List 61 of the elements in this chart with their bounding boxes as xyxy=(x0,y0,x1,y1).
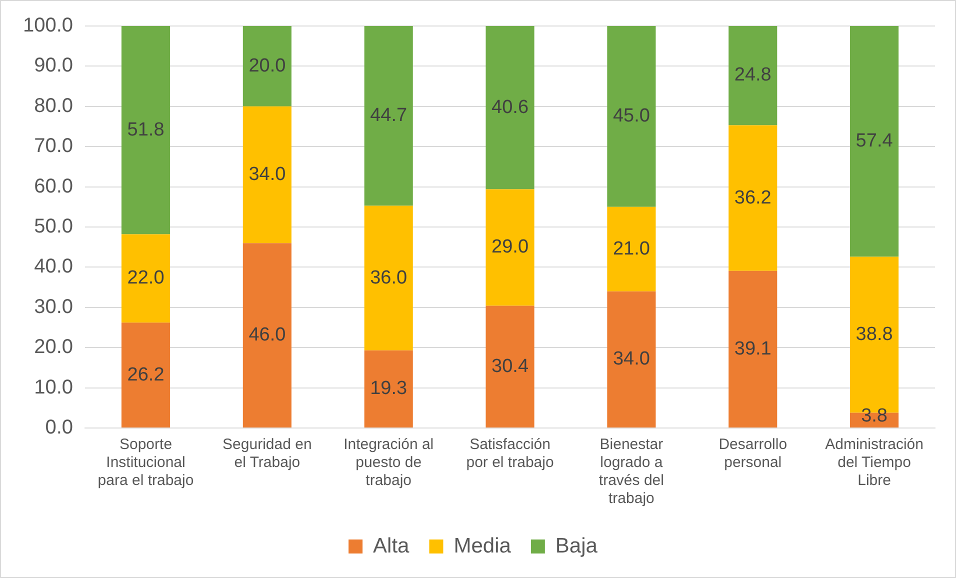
bar xyxy=(850,26,899,257)
x-tick-label: Soporte Institucional para el trabajo xyxy=(98,436,194,490)
data-label: 57.4 xyxy=(856,130,894,152)
bar xyxy=(607,291,656,428)
x-tick-label: Desarrollo personal xyxy=(718,436,788,472)
bar xyxy=(486,26,534,190)
legend-label: Baja xyxy=(555,534,598,558)
bar xyxy=(242,243,292,428)
data-label: 29.0 xyxy=(492,236,529,258)
bar xyxy=(486,306,534,428)
y-tick-label: 10.0 xyxy=(34,376,74,398)
data-label: 38.8 xyxy=(856,324,893,345)
data-label: 24.8 xyxy=(734,64,772,86)
bar xyxy=(364,206,413,350)
y-tick-label: 60.0 xyxy=(34,175,74,198)
y-tick-label: 0.0 xyxy=(45,416,74,439)
bar xyxy=(728,270,778,428)
y-tick-label: 70.0 xyxy=(34,135,74,158)
data-label: 22.0 xyxy=(127,268,164,289)
x-tick-label: Integración al puesto de trabajo xyxy=(344,436,434,490)
bar xyxy=(728,125,778,271)
data-label: 46.0 xyxy=(248,324,286,346)
bar xyxy=(242,106,292,244)
data-label: 34.0 xyxy=(612,348,650,370)
data-label: 40.6 xyxy=(492,96,529,118)
bar xyxy=(607,206,656,292)
data-label: 39.1 xyxy=(734,338,772,360)
y-tick-label: 30.0 xyxy=(34,296,74,318)
y-tick-label: 20.0 xyxy=(34,336,74,358)
legend-label: Media xyxy=(454,534,512,558)
bar xyxy=(728,26,778,126)
x-tick-label: Satisfacción por el trabajo xyxy=(466,436,554,472)
x-tick-label: Seguridad en el Trabajo xyxy=(222,436,312,472)
bar xyxy=(486,189,534,306)
legend-label: Alta xyxy=(373,534,410,558)
bar xyxy=(364,350,413,428)
data-label: 3.8 xyxy=(861,406,888,427)
data-label: 30.4 xyxy=(492,356,529,377)
bar xyxy=(121,234,170,323)
data-label: 20.0 xyxy=(248,55,286,76)
y-tick-label: 80.0 xyxy=(34,94,74,117)
x-tick-label: Bienestar logrado a través del trabajo xyxy=(598,436,664,508)
y-tick-label: 40.0 xyxy=(34,256,74,278)
data-label: 36.0 xyxy=(370,267,408,288)
bar xyxy=(242,26,292,106)
data-label: 45.0 xyxy=(612,106,650,127)
bar xyxy=(121,322,170,428)
bar xyxy=(364,26,413,206)
data-label: 44.7 xyxy=(370,105,408,126)
data-label: 36.2 xyxy=(734,187,772,208)
y-tick-label: 50.0 xyxy=(34,216,74,238)
data-label: 34.0 xyxy=(248,164,286,185)
x-tick-label: Administración del Tiempo Libre xyxy=(825,436,924,490)
data-label: 19.3 xyxy=(370,378,408,400)
bar xyxy=(607,26,656,207)
data-label: 21.0 xyxy=(612,238,650,260)
bar xyxy=(121,26,170,234)
y-tick-label: 90.0 xyxy=(34,54,74,77)
data-label: 26.2 xyxy=(127,364,164,386)
data-label: 51.8 xyxy=(127,119,164,140)
y-tick-label: 100.0 xyxy=(22,14,74,37)
